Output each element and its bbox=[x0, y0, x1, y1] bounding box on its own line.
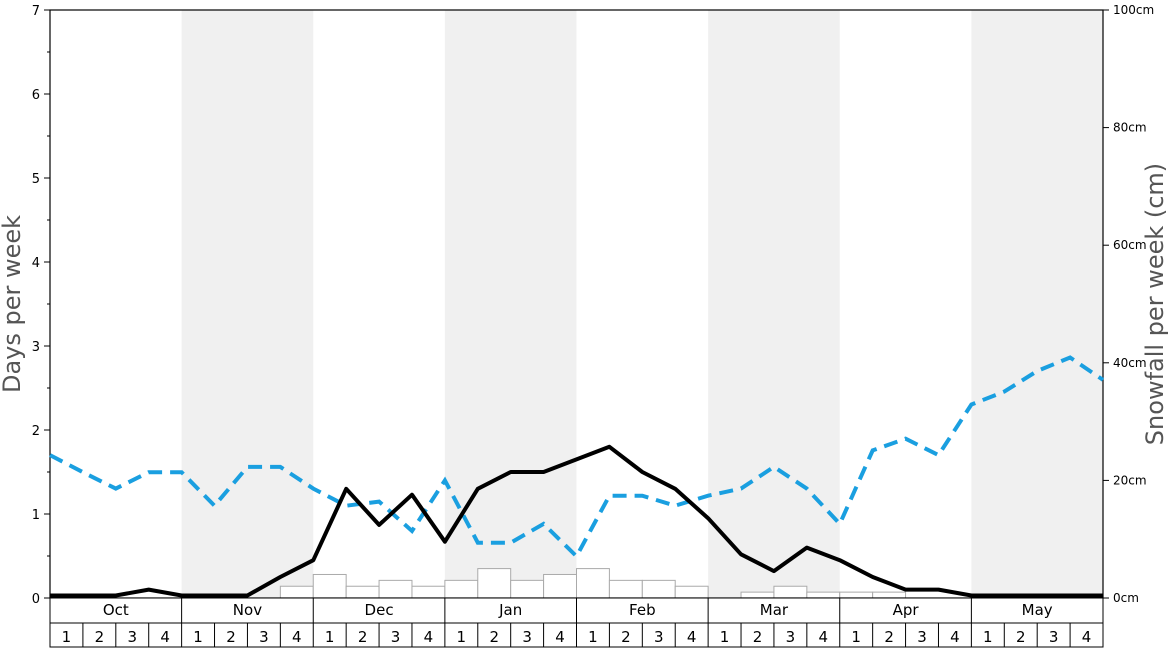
snowfall-bar bbox=[576, 568, 610, 599]
snowfall-bar bbox=[806, 591, 841, 599]
right-tick-label: 60cm bbox=[1113, 238, 1147, 252]
week-label: 1 bbox=[720, 628, 730, 646]
month-label: Oct bbox=[103, 601, 129, 619]
left-tick-label: 3 bbox=[32, 340, 40, 355]
month-shade-band bbox=[708, 10, 840, 598]
week-label: 4 bbox=[819, 628, 829, 646]
month-label: Dec bbox=[365, 601, 394, 619]
week-label: 1 bbox=[325, 628, 335, 646]
month-label: Jan bbox=[498, 601, 522, 619]
week-label: 3 bbox=[786, 628, 796, 646]
left-tick-label: 1 bbox=[32, 508, 40, 523]
snowfall-bar bbox=[674, 585, 709, 599]
week-label: 3 bbox=[654, 628, 664, 646]
right-axis-title: Snowfall per week (cm) bbox=[1141, 163, 1168, 445]
week-label: 4 bbox=[160, 628, 170, 646]
snowfall-bar bbox=[839, 591, 874, 599]
month-shade-band bbox=[444, 10, 577, 598]
week-label: 2 bbox=[884, 628, 894, 646]
right-tick-label: 100cm bbox=[1113, 3, 1154, 17]
snowfall-bar bbox=[740, 591, 775, 599]
week-label: 1 bbox=[983, 628, 993, 646]
week-label: 4 bbox=[292, 628, 302, 646]
left-tick-label: 7 bbox=[32, 4, 40, 19]
week-label: 3 bbox=[127, 628, 137, 646]
week-label: 4 bbox=[555, 628, 565, 646]
snowfall-bar bbox=[411, 585, 446, 599]
week-label: 2 bbox=[489, 628, 499, 646]
month-shade-band bbox=[971, 10, 1103, 598]
snowfall-bar bbox=[543, 573, 577, 599]
right-tick-label: 80cm bbox=[1113, 121, 1147, 135]
snowfall-bar bbox=[345, 585, 380, 599]
left-tick-label: 5 bbox=[32, 172, 40, 187]
week-label: 2 bbox=[753, 628, 763, 646]
left-tick-label: 4 bbox=[32, 256, 40, 271]
left-axis-title: Days per week bbox=[0, 215, 26, 393]
month-label: Nov bbox=[233, 601, 262, 619]
right-tick-label: 0cm bbox=[1113, 591, 1139, 605]
snowfall-bar bbox=[641, 579, 676, 599]
snowfall-bar bbox=[608, 579, 643, 599]
right-tick-label: 40cm bbox=[1113, 356, 1147, 370]
week-label: 2 bbox=[358, 628, 368, 646]
days-per-week-line bbox=[50, 444, 1103, 598]
week-label: 2 bbox=[95, 628, 105, 646]
week-label: 1 bbox=[457, 628, 467, 646]
week-label: 2 bbox=[226, 628, 236, 646]
snowfall-bar bbox=[279, 585, 314, 599]
week-label: 2 bbox=[621, 628, 631, 646]
week-label: 4 bbox=[687, 628, 697, 646]
week-label: 3 bbox=[917, 628, 927, 646]
week-label: 4 bbox=[1082, 628, 1092, 646]
week-label: 3 bbox=[391, 628, 401, 646]
right-tick-label: 20cm bbox=[1113, 473, 1147, 487]
month-label: Mar bbox=[760, 601, 789, 619]
week-label: 3 bbox=[522, 628, 532, 646]
left-tick-label: 0 bbox=[32, 592, 40, 607]
snowfall-bar bbox=[773, 585, 808, 599]
month-label: Apr bbox=[893, 601, 920, 619]
week-label: 1 bbox=[851, 628, 861, 646]
left-tick-label: 2 bbox=[32, 424, 40, 439]
week-label: 2 bbox=[1016, 628, 1026, 646]
week-label: 4 bbox=[424, 628, 434, 646]
week-label: 1 bbox=[193, 628, 203, 646]
month-shade-band bbox=[181, 10, 314, 598]
week-label: 3 bbox=[1049, 628, 1059, 646]
snowfall-dashed-line bbox=[49, 355, 1105, 560]
snowfall-bar bbox=[872, 591, 907, 599]
month-label: Feb bbox=[629, 601, 656, 619]
week-label: 3 bbox=[259, 628, 269, 646]
week-label: 4 bbox=[950, 628, 960, 646]
snowfall-bar bbox=[510, 579, 545, 599]
month-label: May bbox=[1022, 601, 1053, 619]
snowfall-bar bbox=[444, 579, 479, 599]
week-label: 1 bbox=[588, 628, 598, 646]
snowfall-bar bbox=[378, 579, 413, 599]
left-tick-label: 6 bbox=[32, 88, 40, 103]
snowfall-bar bbox=[312, 573, 347, 599]
snowfall-bar bbox=[477, 568, 512, 599]
week-label: 1 bbox=[62, 628, 72, 646]
